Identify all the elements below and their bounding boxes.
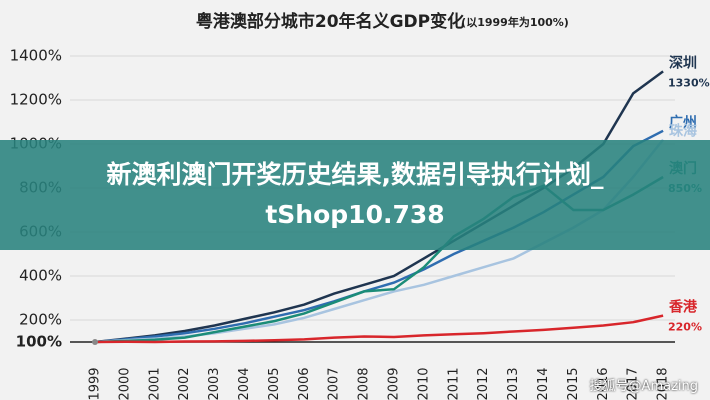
x-tick-label: 2009 <box>387 367 402 400</box>
legend-label: 珠海 <box>669 123 697 140</box>
x-tick-label: 2017 <box>626 367 641 400</box>
y-tick-label: 1200% <box>10 91 62 109</box>
x-tick-label: 2004 <box>237 367 252 400</box>
y-tick-label: 400% <box>19 267 62 285</box>
chart-title: 粤港澳部分城市20年名义GDP变化 <box>196 11 464 32</box>
x-tick-label: 2002 <box>177 367 192 400</box>
x-tick-label: 2013 <box>506 367 521 400</box>
x-tick-label: 2007 <box>327 367 342 400</box>
chart-subtitle: (以1999年为100%) <box>461 15 569 29</box>
x-tick-label: 2000 <box>117 367 132 400</box>
banner-line: 新澳利澳门开奖历史结果,数据引导执行计划_ <box>106 160 604 189</box>
x-tick-label: 2014 <box>536 367 551 400</box>
x-tick-label: 2012 <box>476 367 491 400</box>
watermark: 搜狐号@Amazing <box>589 379 698 394</box>
banner-line: tShop10.738 <box>265 200 445 229</box>
legend-label: 广州 <box>669 114 697 131</box>
x-tick-label: 2003 <box>207 367 222 400</box>
y-tick-label: 1400% <box>10 47 62 65</box>
x-tick-label: 2011 <box>446 367 461 400</box>
data-label: 1330% <box>668 76 710 89</box>
legend-label: 香港 <box>668 299 698 316</box>
x-tick-label: 2018 <box>656 367 671 400</box>
x-tick-label: 2015 <box>566 367 581 400</box>
x-tick-label: 2001 <box>147 367 162 400</box>
x-tick-label: 2010 <box>416 367 431 400</box>
x-tick-label: 2008 <box>357 367 372 400</box>
x-tick-label: 2006 <box>297 367 312 400</box>
x-tick-label: 2016 <box>596 367 611 400</box>
banner: 新澳利澳门开奖历史结果,数据引导执行计划_ tShop10.738 <box>0 140 710 250</box>
line <box>94 314 664 344</box>
y-tick-label: 100% <box>16 333 62 351</box>
origin-dot <box>92 339 98 345</box>
y-tick-label: 200% <box>19 311 62 329</box>
legend-label: 深圳 <box>669 54 697 71</box>
data-label: 220% <box>668 321 702 334</box>
x-tick-label: 1999 <box>88 367 103 400</box>
x-tick-label: 2005 <box>267 367 282 400</box>
